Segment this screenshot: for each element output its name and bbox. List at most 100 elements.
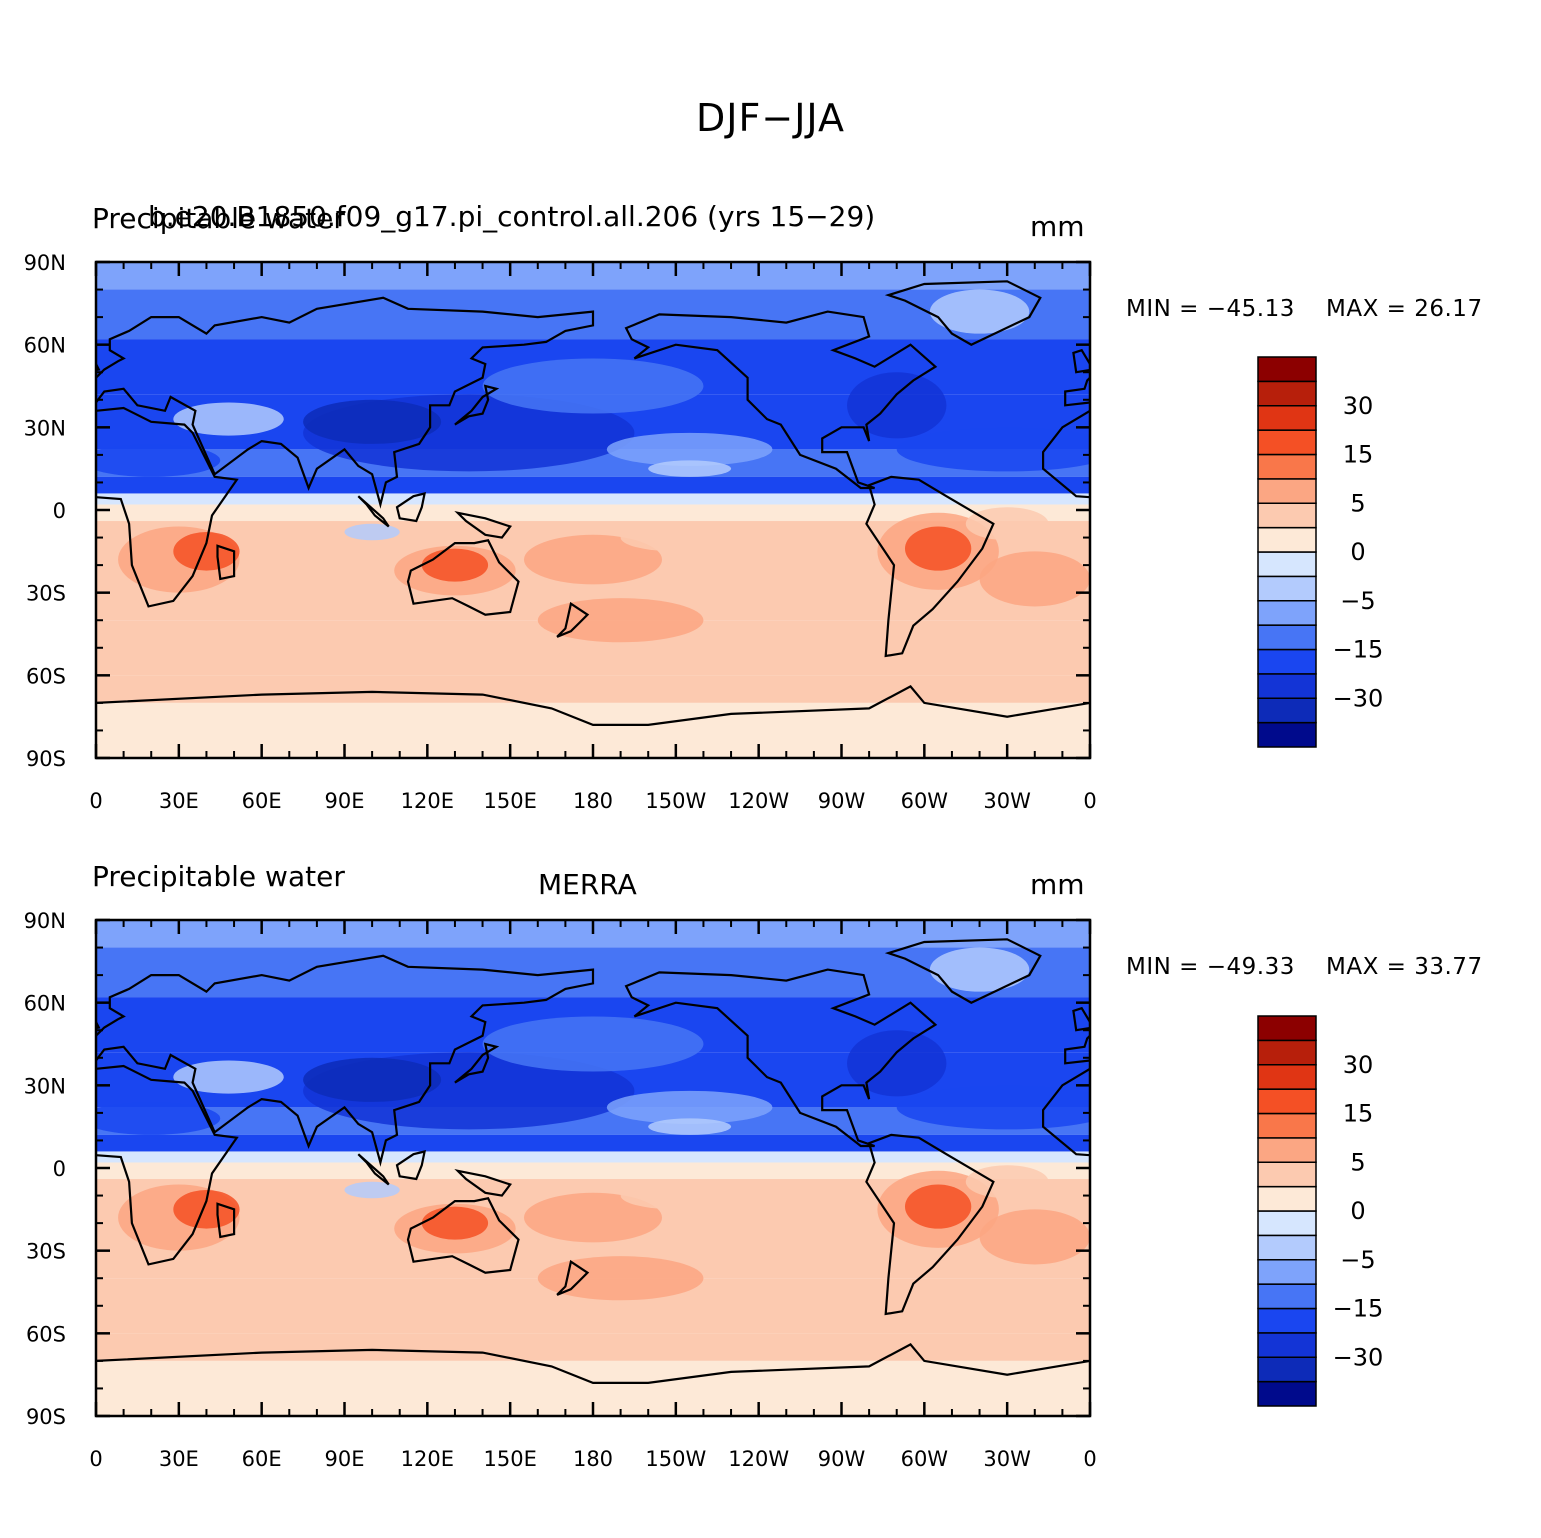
lon-tick-label: 120W [728, 789, 789, 813]
field-feature [344, 523, 400, 541]
lon-tick-label: 120E [401, 1447, 454, 1471]
field-band [96, 1151, 1090, 1163]
lon-tick-label: 90W [818, 1447, 866, 1471]
lat-tick-label: 30N [24, 1074, 66, 1098]
lat-tick-label: 60N [24, 334, 66, 358]
panel-units-label: mm [1030, 868, 1085, 901]
colorbar-swatch [1257, 1112, 1317, 1139]
coastline-greenland [884, 280, 1042, 346]
field-feature [173, 402, 284, 436]
coastline-sumatra [357, 1153, 390, 1186]
colorbar-swatch [1257, 1015, 1317, 1042]
field-feature [173, 1190, 240, 1229]
field-band [96, 504, 1090, 522]
map-svg: 90N 60N 30N 0 30S 60S 90S 0 30E 60E 90E 120E 150E 180… [24, 251, 1384, 813]
field-band [96, 1162, 1090, 1180]
colorbar-swatch [1257, 1356, 1317, 1383]
coastline-madagascar [216, 1202, 236, 1239]
coastline-australia [406, 1197, 520, 1274]
lat-tick-label: 60N [24, 992, 66, 1016]
colorbar-label: 15 [1343, 441, 1374, 469]
field-feature [896, 427, 1090, 472]
colorbar-label: −15 [1333, 1295, 1384, 1323]
lon-tick-label: 180 [573, 1447, 613, 1471]
colorbar-swatch [1257, 1185, 1317, 1212]
lon-tick-label: 90W [818, 789, 866, 813]
coastline-africa [96, 406, 239, 608]
panel-min-label: MIN = −49.33 [1126, 954, 1295, 980]
coastline-namerica [624, 310, 938, 490]
colorbar-swatch [1257, 673, 1317, 699]
lon-tick-label: 150W [645, 1447, 706, 1471]
lon-tick-label: 30E [159, 789, 199, 813]
coastline-greenland [884, 938, 1042, 1004]
lon-tick-label: 0 [89, 1447, 102, 1471]
colorbar-swatch [1257, 1234, 1317, 1261]
colorbar-swatch [1257, 600, 1317, 626]
reanalysis-panel: Precipitable water MERRA mm MIN = −49.33… [0, 0, 1541, 1471]
field-feature [173, 1060, 284, 1094]
lat-tick-label: 90S [26, 747, 66, 771]
colorbar-swatch [1257, 1283, 1317, 1310]
coastline-eurasia [96, 296, 595, 509]
field-feature [303, 399, 442, 444]
lat-tick-label: 0 [53, 499, 66, 523]
coastline-japan [454, 1042, 500, 1084]
coastline-samerica [865, 1133, 995, 1316]
colorbar-swatch [1257, 1161, 1317, 1188]
coastline-nz [556, 601, 590, 638]
field-feature [620, 523, 732, 552]
lon-tick-label: 90E [325, 1447, 365, 1471]
coastline-britain [1072, 1006, 1090, 1032]
colorbar-label: 5 [1350, 1148, 1365, 1176]
lon-tick-label: 60W [901, 789, 949, 813]
lon-tick-label: 0 [1083, 789, 1096, 813]
lat-tick-label: 30S [26, 1240, 66, 1264]
coastline-antarctica [96, 685, 1090, 726]
colorbar-swatch [1257, 405, 1317, 431]
lon-tick-label: 150E [483, 789, 536, 813]
figure-title: DJF−JJA [696, 96, 845, 140]
colorbar-label: 0 [1350, 1197, 1365, 1225]
field-feature [979, 1209, 1090, 1265]
coastline-britain [1072, 348, 1090, 374]
colorbar-label: −30 [1333, 684, 1384, 712]
field-feature [979, 551, 1090, 607]
colorbar-label: 15 [1343, 1100, 1374, 1128]
lat-tick-label: 60S [26, 664, 66, 688]
field-feature [648, 460, 732, 477]
field-feature [847, 1030, 947, 1097]
field-feature [173, 532, 240, 571]
lon-tick-label: 120W [728, 1447, 789, 1471]
colorbar-label: −5 [1340, 587, 1375, 615]
colorbar-swatch [1257, 1380, 1317, 1407]
colorbar-swatch [1257, 1307, 1317, 1334]
colorbar-swatch [1257, 1064, 1317, 1090]
coastline-newguinea [454, 1169, 512, 1197]
colorbar: 30 15 5 0 −5 −15 −30 [1257, 356, 1384, 748]
lat-tick-label: 30N [24, 416, 66, 440]
field-feature [96, 1101, 221, 1135]
coastline-borneo [395, 1150, 427, 1181]
field-feature [421, 1206, 489, 1240]
colorbar-label: 0 [1350, 538, 1365, 566]
colorbar-swatch [1257, 1259, 1317, 1285]
lat-tick-label: 90N [24, 251, 66, 275]
field-feature [648, 1118, 732, 1135]
lon-tick-label: 150W [645, 789, 706, 813]
lon-tick-label: 90E [325, 789, 365, 813]
colorbar-swatch [1257, 429, 1317, 456]
lon-tick-label: 60E [242, 1447, 282, 1471]
map-field [96, 262, 1090, 758]
colorbar-swatch [1257, 1088, 1317, 1115]
panel-max-label: MAX = 33.77 [1326, 954, 1483, 980]
lat-tick-label: 90S [26, 1405, 66, 1429]
colorbar-swatch [1257, 721, 1317, 748]
colorbar-label: −15 [1333, 636, 1384, 664]
coastline-eurasia [96, 954, 595, 1167]
panel-left-label: Precipitable water [92, 860, 345, 893]
colorbar-label: 5 [1350, 489, 1365, 517]
lat-tick-label: 30S [26, 582, 66, 606]
lon-tick-label: 30E [159, 1447, 199, 1471]
